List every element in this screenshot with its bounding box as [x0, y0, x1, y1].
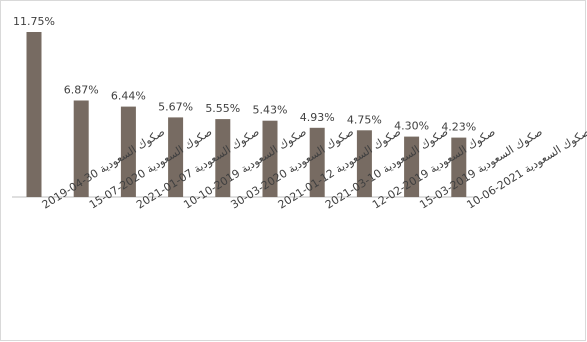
bar-1 [26, 32, 42, 197]
data-label-5: 5.55% [205, 102, 240, 115]
bar-3 [120, 106, 136, 197]
bar-5 [215, 119, 231, 197]
data-labels-group: 11.75% 6.87% 6.44% 5.67% 5.55% 5.43% 4.93% 4.75… [13, 15, 476, 134]
bar-9 [404, 136, 420, 197]
bar-10 [451, 137, 467, 197]
data-label-3: 6.44% [111, 90, 146, 103]
data-label-10: 4.23% [441, 121, 476, 134]
data-label-7: 4.93% [300, 111, 335, 124]
bar-2 [73, 100, 89, 197]
bar-8 [356, 130, 372, 197]
data-label-6: 5.43% [253, 104, 288, 117]
data-label-9: 4.30% [394, 120, 429, 133]
bars-group [26, 32, 467, 197]
data-label-1: 11.75% [13, 15, 55, 28]
data-label-2: 6.87% [64, 84, 99, 97]
bar-6 [262, 120, 278, 197]
data-label-8: 4.75% [347, 113, 382, 126]
bar-4 [168, 117, 184, 197]
bar-7 [309, 127, 325, 197]
data-label-4: 5.67% [158, 100, 193, 113]
